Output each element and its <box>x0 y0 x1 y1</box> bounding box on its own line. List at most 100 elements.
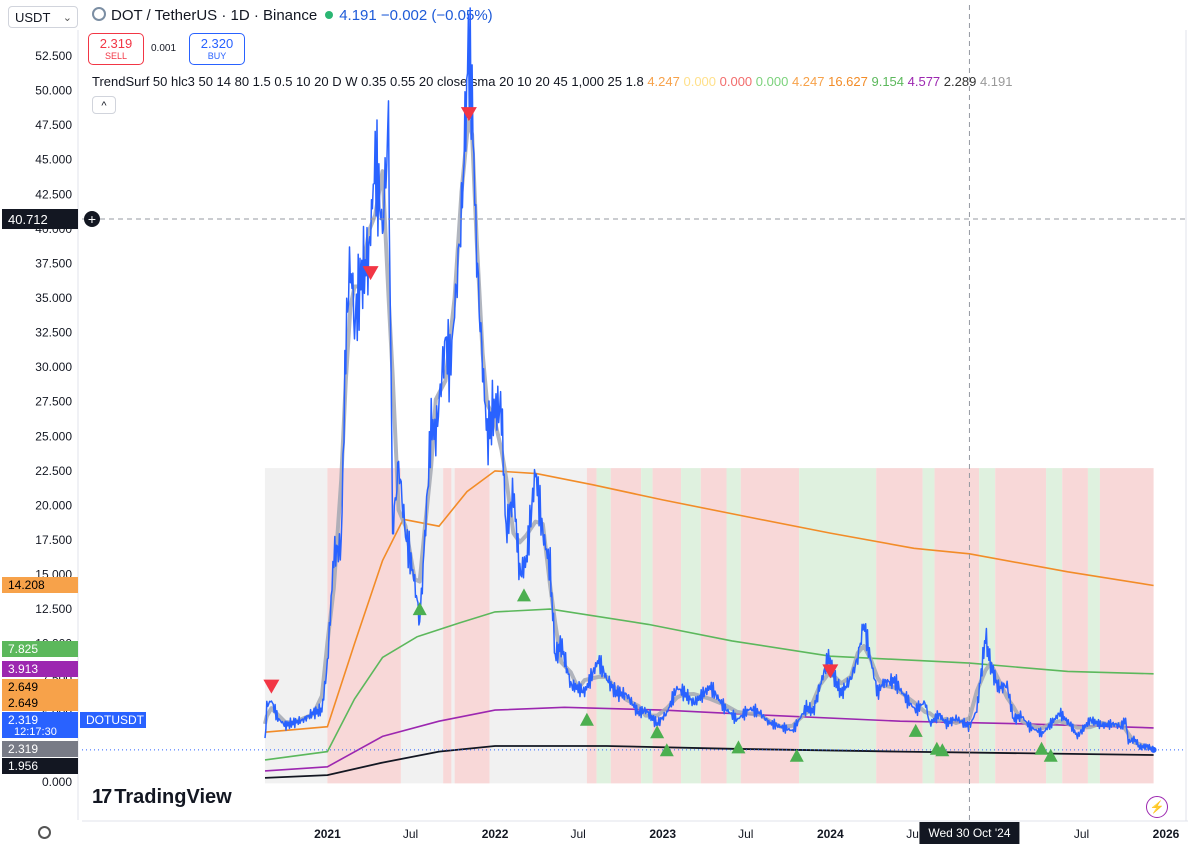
indicator-legend[interactable]: TrendSurf 50 hlc3 50 14 80 1.5 0.5 10 20… <box>92 74 1012 89</box>
mid-line <box>264 608 1154 761</box>
price-change: −0.002 (−0.05%) <box>380 7 493 24</box>
chevron-up-icon: ^ <box>101 100 107 112</box>
currency-select[interactable]: USDT ⌄ <box>8 6 78 28</box>
price-badge <box>2 741 78 757</box>
buy-signal-marker <box>579 712 594 726</box>
buy-label: BUY <box>207 51 227 61</box>
regime-band <box>934 468 980 784</box>
y-tick-label: 32.500 <box>35 326 72 340</box>
buy-signal-marker <box>935 743 950 757</box>
add-alert-icon <box>84 211 100 228</box>
symbol-badge-bg <box>80 712 146 728</box>
buy-signal-marker <box>908 723 923 737</box>
y-tick-label: 17.500 <box>35 533 72 547</box>
price-badge-value: 3.913 <box>8 662 38 676</box>
sell-signal-marker <box>362 266 379 281</box>
tradingview-mark-icon: 17 <box>92 786 112 808</box>
price-badge <box>2 695 78 711</box>
buy-signal-marker <box>1043 748 1058 762</box>
gear-icon[interactable] <box>38 826 51 839</box>
indicator-value: 2.289 <box>940 74 977 89</box>
regime-band <box>596 468 611 784</box>
crosshair-date-label-bg <box>919 822 1020 844</box>
y-tick-label: 52.500 <box>35 49 72 63</box>
buy-signal-marker <box>659 743 674 757</box>
last-price: 4.191 <box>339 7 377 24</box>
indicator-value: 4.191 <box>976 74 1013 89</box>
x-tick-label: 2026 <box>1153 827 1180 841</box>
crosshair-price-label-bg <box>2 209 78 230</box>
symbol-badge: DOTUSDT <box>86 713 145 727</box>
buy-signal-marker <box>516 588 531 602</box>
price-badge-value: 2.649 <box>8 680 38 694</box>
y-tick-label: 30.000 <box>35 360 72 374</box>
regime-band <box>740 468 800 784</box>
price-badge-value: 14.208 <box>8 578 45 592</box>
indicator-values: 4.247 0.000 0.000 0.000 4.247 16.627 9.1… <box>647 74 1012 89</box>
x-tick-label: Jul <box>403 827 418 841</box>
price-line <box>264 7 1155 752</box>
price-badge <box>2 679 78 695</box>
tradingview-logo[interactable]: 17 TradingView <box>92 786 232 809</box>
market-open-status-icon <box>325 11 334 19</box>
regime-band <box>443 468 452 784</box>
x-tick-label: Jul <box>906 827 921 841</box>
regime-band <box>610 468 642 784</box>
price-badge-value: 2.649 <box>8 696 38 710</box>
regime-band <box>995 468 1047 784</box>
y-tick-label: 12.500 <box>35 602 72 616</box>
crosshair-date-label: Wed 30 Oct '24 <box>928 826 1010 840</box>
price-badge-countdown: 12:17:30 <box>14 726 57 738</box>
x-tick-label: Jul <box>570 827 585 841</box>
x-tick-label: Jul <box>1074 827 1089 841</box>
buy-button[interactable]: 2.320 BUY <box>189 33 245 65</box>
regime-band <box>1099 468 1154 784</box>
indicator-value: 16.627 <box>824 74 868 89</box>
price-badge-value: 2.319 <box>8 713 38 727</box>
purple-line <box>264 706 1154 772</box>
x-tick-label: 2024 <box>817 827 844 841</box>
sell-label: SELL <box>104 51 128 61</box>
y-tick-label: 50.000 <box>35 84 72 98</box>
price-badge <box>2 712 78 738</box>
y-tick-label: 20.000 <box>35 498 72 512</box>
buy-signal-marker <box>412 602 427 616</box>
symbol-title: DOT / TetherUS · 1D · Binance <box>111 7 318 24</box>
price-badge <box>2 641 78 657</box>
x-tick-label: 2022 <box>482 827 509 841</box>
regime-band <box>700 468 727 784</box>
price-badge-value: 1.956 <box>8 759 38 773</box>
x-tick-label: 2023 <box>649 827 676 841</box>
regime-band <box>586 468 597 784</box>
regime-band <box>264 468 328 784</box>
buy-signal-marker <box>789 748 804 762</box>
indicator-value: 0.000 <box>679 74 717 89</box>
price-badge <box>2 758 78 774</box>
regime-band <box>400 468 444 784</box>
sell-signal-marker <box>263 679 280 694</box>
y-tick-label: 0.000 <box>42 775 72 789</box>
indicator-value: 4.247 <box>647 74 680 89</box>
y-tick-label: 45.000 <box>35 153 72 167</box>
x-tick-label: Jul <box>738 827 753 841</box>
spread: 0.001 <box>151 43 177 54</box>
y-tick-label: 27.500 <box>35 395 72 409</box>
lightning-icon[interactable]: ⚡ <box>1146 796 1168 818</box>
price-badge <box>2 577 78 593</box>
sell-button[interactable]: 2.319 SELL <box>88 33 144 65</box>
regime-band <box>726 468 741 784</box>
regime-band <box>1087 468 1100 784</box>
price-badge <box>2 661 78 677</box>
collapse-legend-button[interactable]: ^ <box>92 96 116 114</box>
regime-band <box>454 468 490 784</box>
plus-icon: + <box>88 211 96 227</box>
regime-band <box>1046 468 1063 784</box>
indicator-value: 0.000 <box>716 74 753 89</box>
crosshair-price-label: 40.712 <box>8 212 48 227</box>
sell-signal-marker <box>822 664 839 679</box>
regime-band <box>1062 468 1088 784</box>
price-badge-value: 7.825 <box>8 642 38 656</box>
buy-signal-marker <box>650 725 665 739</box>
indicator-value: 0.000 <box>752 74 789 89</box>
